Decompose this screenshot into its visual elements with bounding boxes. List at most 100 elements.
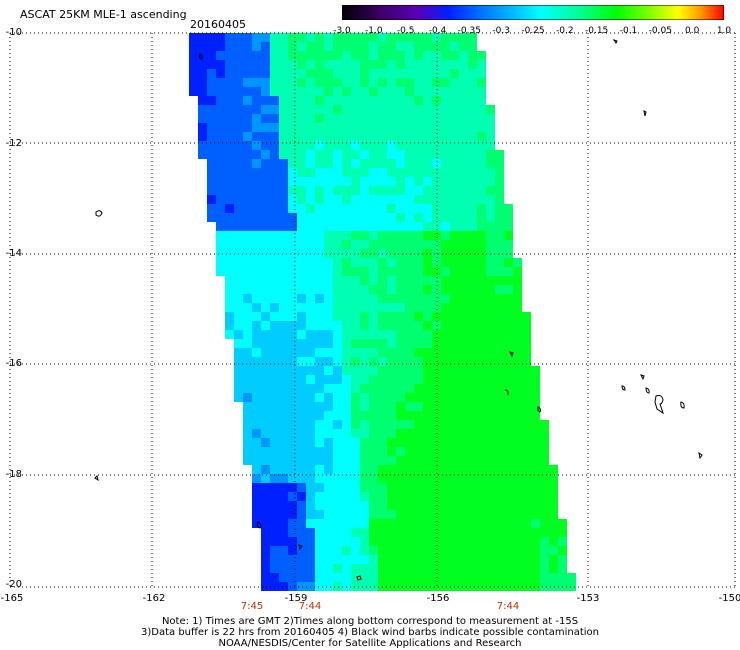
swath-cell: [216, 87, 225, 96]
swath-cell: [495, 339, 504, 348]
swath-cell: [504, 483, 513, 492]
swath-cell: [270, 564, 279, 573]
swath-cell: [333, 456, 342, 465]
swath-cell: [432, 582, 441, 591]
swath-cell: [450, 204, 459, 213]
swath-cell: [549, 528, 558, 537]
swath-cell: [243, 276, 252, 285]
swath-cell: [315, 348, 324, 357]
swath-cell: [369, 582, 378, 591]
swath-cell: [432, 132, 441, 141]
swath-cell: [333, 186, 342, 195]
swath-cell: [360, 168, 369, 177]
swath-cell: [477, 375, 486, 384]
swath-cell: [351, 294, 360, 303]
swath-cell: [225, 132, 234, 141]
swath-cell: [540, 492, 549, 501]
swath-cell: [279, 483, 288, 492]
swath-cell: [468, 357, 477, 366]
swath-cell: [225, 150, 234, 159]
swath-cell: [261, 528, 270, 537]
swath-cell: [477, 582, 486, 591]
swath-cell: [270, 258, 279, 267]
swath-cell: [468, 204, 477, 213]
swath-cell: [468, 132, 477, 141]
swath-cell: [279, 501, 288, 510]
swath-cell: [396, 384, 405, 393]
swath-cell: [297, 528, 306, 537]
swath-cell: [531, 537, 540, 546]
swath-cell: [459, 195, 468, 204]
swath-cell: [369, 447, 378, 456]
swath-cell: [486, 519, 495, 528]
swath-cell: [396, 366, 405, 375]
swath-cell: [423, 195, 432, 204]
swath-cell: [378, 87, 387, 96]
swath-cell: [333, 429, 342, 438]
swath-cell: [216, 141, 225, 150]
swath-cell: [486, 186, 495, 195]
swath-cell: [324, 105, 333, 114]
swath-cell: [342, 141, 351, 150]
swath-cell: [405, 384, 414, 393]
swath-cell: [315, 69, 324, 78]
swath-cell: [387, 51, 396, 60]
swath-cell: [477, 366, 486, 375]
swath-cell: [351, 105, 360, 114]
swath-cell: [297, 285, 306, 294]
swath-cell: [198, 69, 207, 78]
swath-cell: [423, 258, 432, 267]
swath-cell: [315, 114, 324, 123]
swath-cell: [504, 348, 513, 357]
swath-cell: [252, 447, 261, 456]
swath-cell: [450, 96, 459, 105]
swath-cell: [522, 537, 531, 546]
swath-cell: [333, 312, 342, 321]
swath-cell: [252, 330, 261, 339]
swath-cell: [396, 510, 405, 519]
swath-cell: [549, 510, 558, 519]
island: [645, 387, 650, 394]
swath-cell: [315, 267, 324, 276]
swath-cell: [261, 177, 270, 186]
swath-cell: [477, 465, 486, 474]
swath-cell: [450, 186, 459, 195]
swath-cell: [450, 537, 459, 546]
swath-cell: [342, 492, 351, 501]
swath-cell: [306, 366, 315, 375]
swath-cell: [414, 519, 423, 528]
swath-cell: [216, 177, 225, 186]
swath-cell: [504, 420, 513, 429]
swath-cell: [369, 465, 378, 474]
swath-cell: [297, 222, 306, 231]
swath-cell: [288, 546, 297, 555]
swath-cell: [369, 339, 378, 348]
swath-cell: [486, 429, 495, 438]
swath-cell: [450, 240, 459, 249]
swath-cell: [369, 492, 378, 501]
swath-cell: [297, 312, 306, 321]
swath-cell: [459, 258, 468, 267]
swath-cell: [333, 546, 342, 555]
swath-cell: [513, 393, 522, 402]
swath-cell: [288, 411, 297, 420]
swath-cell: [513, 285, 522, 294]
swath-cell: [207, 105, 216, 114]
swath-cell: [378, 114, 387, 123]
swath-cell: [531, 573, 540, 582]
swath-cell: [261, 357, 270, 366]
swath-cell: [495, 438, 504, 447]
swath-cell: [486, 240, 495, 249]
swath-cell: [333, 582, 342, 591]
swath-cell: [261, 87, 270, 96]
swath-cell: [405, 501, 414, 510]
swath-cell: [270, 429, 279, 438]
swath-cell: [333, 276, 342, 285]
swath-cell: [324, 357, 333, 366]
swath-cell: [306, 294, 315, 303]
swath-cell: [252, 483, 261, 492]
swath-cell: [432, 492, 441, 501]
swath-cell: [324, 492, 333, 501]
swath-cell: [279, 150, 288, 159]
swath-cell: [342, 114, 351, 123]
